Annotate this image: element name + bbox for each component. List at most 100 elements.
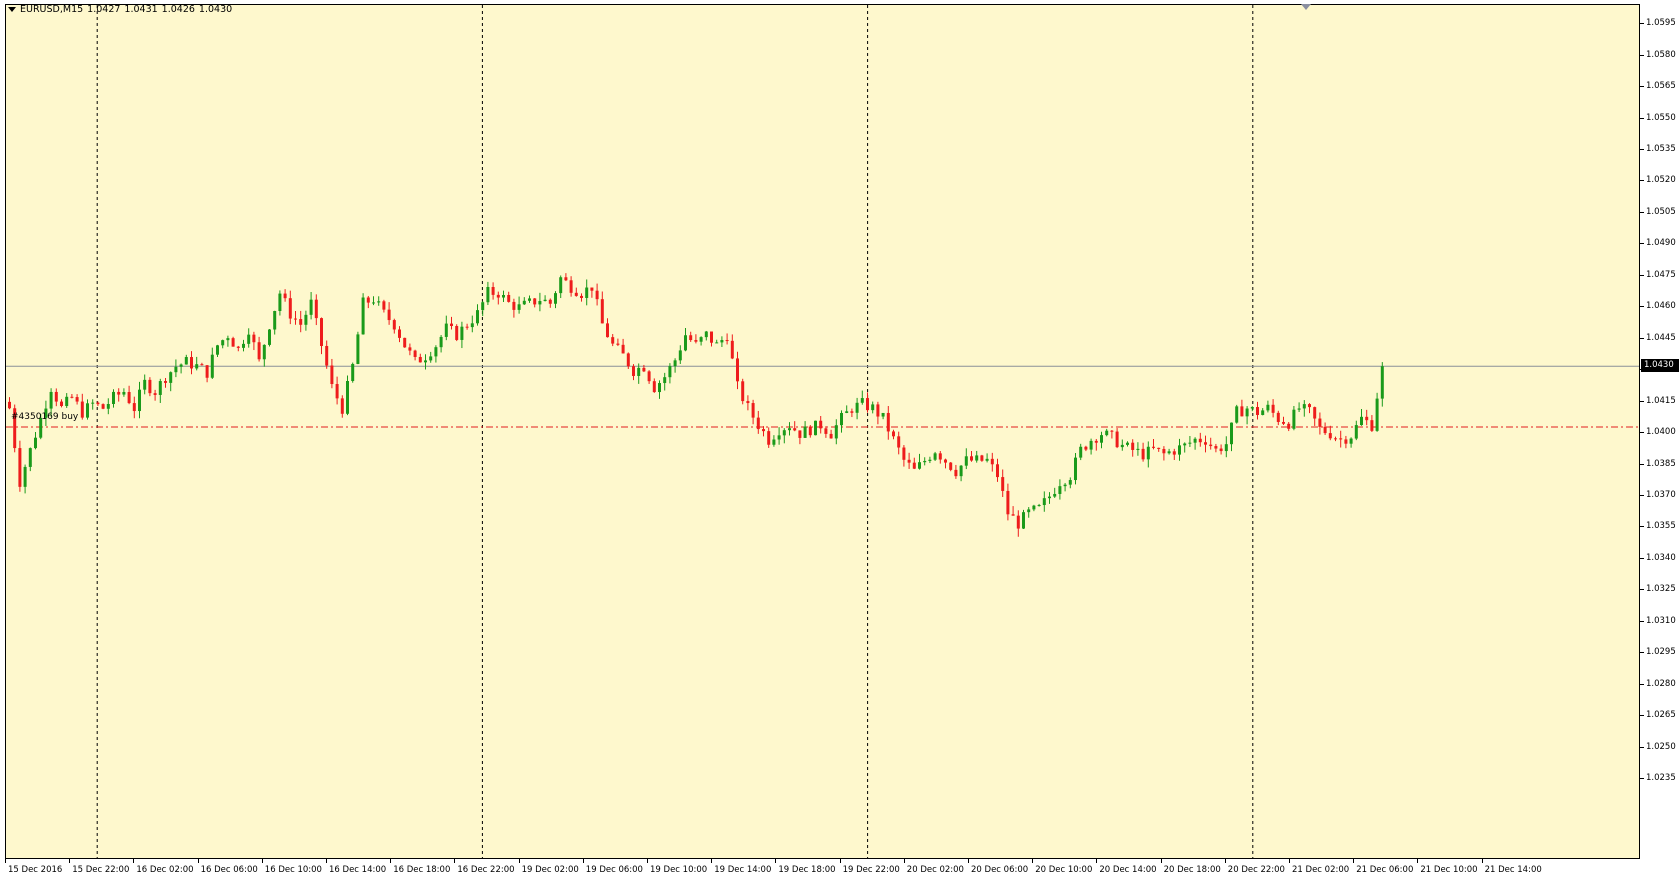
bear-candle bbox=[647, 371, 651, 382]
bull-candle bbox=[522, 300, 526, 305]
bull-candle bbox=[1053, 493, 1057, 497]
bull-candle bbox=[923, 460, 927, 463]
bear-candle bbox=[1276, 412, 1280, 422]
chart-shift-marker-icon[interactable] bbox=[1301, 4, 1311, 10]
bear-candle bbox=[382, 301, 386, 310]
price-tick-mark bbox=[1640, 400, 1644, 402]
time-tick-mark bbox=[1096, 859, 1098, 863]
price-tick-label: 1.0250 bbox=[1646, 741, 1676, 752]
bear-candle bbox=[990, 458, 994, 465]
bull-candle bbox=[918, 462, 921, 469]
price-tick-mark bbox=[1640, 211, 1644, 213]
bear-candle bbox=[403, 337, 407, 348]
bear-candle bbox=[1204, 442, 1207, 445]
chevron-down-icon[interactable] bbox=[8, 7, 16, 12]
bear-candle bbox=[132, 403, 136, 412]
time-tick-mark bbox=[968, 859, 969, 863]
bear-candle bbox=[944, 459, 947, 463]
bull-candle bbox=[517, 304, 521, 310]
price-tick-mark bbox=[1640, 589, 1644, 591]
bull-candle bbox=[1250, 407, 1254, 409]
current-price-label: 1.0430 bbox=[1641, 359, 1679, 373]
bull-candle bbox=[1292, 409, 1296, 429]
price-tick-label: 1.0265 bbox=[1646, 710, 1676, 721]
bull-candle bbox=[1079, 446, 1083, 458]
bull-candle bbox=[964, 456, 968, 466]
price-axis[interactable]: 1.0595 1.0580 1.0565 1.0550 1.0535 1.0520 1.05… bbox=[1640, 4, 1680, 859]
plot-area[interactable] bbox=[5, 4, 1640, 859]
bull-candle bbox=[377, 301, 381, 303]
bear-candle bbox=[1084, 446, 1088, 450]
time-tick-mark bbox=[1417, 859, 1419, 863]
bear-candle bbox=[751, 403, 755, 418]
bull-candle bbox=[585, 287, 589, 298]
price-tick-mark bbox=[1640, 117, 1644, 119]
bear-candle bbox=[897, 436, 901, 448]
bear-candle bbox=[288, 298, 292, 319]
bear-candle bbox=[621, 344, 625, 354]
bull-candle bbox=[1074, 457, 1077, 481]
bear-candle bbox=[200, 364, 204, 366]
time-tick-label: 20 Dec 10:00 bbox=[1035, 865, 1093, 875]
bull-candle bbox=[44, 408, 48, 418]
bear-candle bbox=[1214, 446, 1218, 449]
bull-candle bbox=[247, 334, 251, 344]
bull-candle bbox=[528, 298, 531, 301]
time-tick-mark bbox=[518, 859, 520, 863]
bull-candle bbox=[268, 329, 271, 345]
bull-candle bbox=[704, 331, 708, 338]
close-value: 1.0430 bbox=[198, 4, 233, 15]
bull-candle bbox=[226, 338, 230, 341]
bear-candle bbox=[1344, 439, 1348, 444]
bull-candle bbox=[356, 334, 360, 364]
bull-candle bbox=[803, 426, 807, 438]
bear-candle bbox=[850, 411, 854, 413]
bull-candle bbox=[834, 425, 838, 439]
bull-candle bbox=[1380, 366, 1384, 399]
bear-candle bbox=[574, 292, 578, 296]
bear-candle bbox=[996, 464, 999, 478]
bear-candle bbox=[335, 384, 339, 399]
order-label[interactable]: #4350169 buy bbox=[11, 412, 79, 423]
bull-candle bbox=[1302, 404, 1306, 409]
bear-candle bbox=[606, 323, 609, 338]
bear-candle bbox=[756, 417, 760, 430]
bull-candle bbox=[174, 366, 178, 373]
time-axis[interactable]: 15 Dec 2016 15 Dec 22:00 16 Dec 02:00 16 De… bbox=[0, 859, 1640, 884]
price-tick-label: 1.0505 bbox=[1646, 206, 1676, 217]
bull-candle bbox=[720, 340, 724, 343]
price-tick-mark bbox=[1640, 306, 1644, 308]
bull-candle bbox=[782, 430, 786, 436]
bear-candle bbox=[762, 429, 765, 432]
bull-candle bbox=[481, 302, 485, 311]
bull-candle bbox=[1120, 444, 1124, 448]
bear-candle bbox=[231, 338, 235, 347]
low-value: 1.0426 bbox=[161, 4, 195, 15]
bear-candle bbox=[190, 357, 193, 369]
open-value: 1.0427 bbox=[87, 4, 121, 15]
bear-candle bbox=[1157, 447, 1161, 449]
bull-candle bbox=[1266, 404, 1270, 411]
bull-candle bbox=[699, 337, 703, 342]
bear-candle bbox=[408, 347, 412, 351]
bear-candle bbox=[320, 318, 323, 346]
time-tick-label: 19 Dec 18:00 bbox=[778, 865, 836, 875]
bull-candle bbox=[1193, 438, 1197, 443]
bull-candle bbox=[1188, 442, 1192, 444]
time-tick-mark bbox=[5, 859, 6, 863]
bull-candle bbox=[242, 343, 245, 348]
bull-candle bbox=[1022, 512, 1025, 529]
bull-candle bbox=[444, 323, 448, 337]
price-tick-label: 1.0340 bbox=[1646, 552, 1676, 563]
bear-candle bbox=[548, 299, 552, 304]
chart-header[interactable]: EURUSD,M15 1.0427 1.0431 1.0426 1.0430 bbox=[8, 4, 232, 15]
bear-candle bbox=[418, 356, 422, 363]
bull-candle bbox=[1032, 505, 1036, 510]
time-tick-label: 16 Dec 18:00 bbox=[393, 865, 451, 875]
time-tick-label: 19 Dec 14:00 bbox=[714, 865, 772, 875]
bull-candle bbox=[39, 417, 43, 438]
bull-candle bbox=[860, 398, 864, 403]
time-tick-label: 21 Dec 02:00 bbox=[1292, 865, 1350, 875]
bear-candle bbox=[725, 340, 729, 342]
